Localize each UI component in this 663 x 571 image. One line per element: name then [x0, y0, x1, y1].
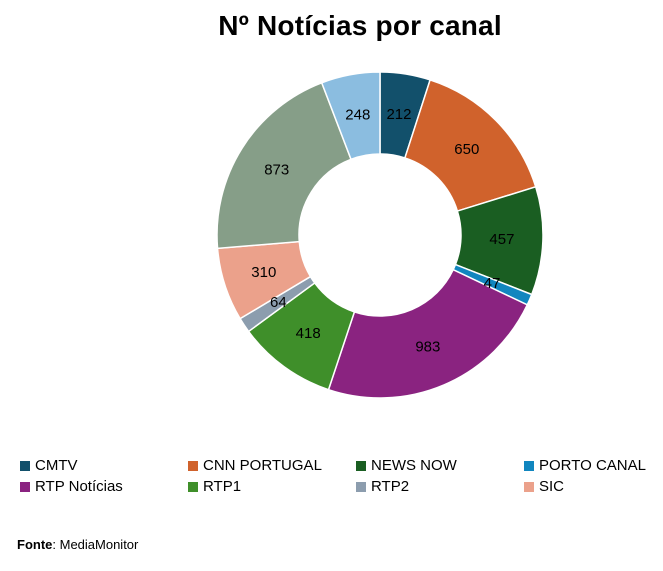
legend-label: NEWS NOW	[371, 457, 457, 474]
data-label-cmtv: 212	[386, 106, 411, 123]
legend-label: SIC	[539, 478, 565, 495]
donut-data-labels: 212 650 457 47 983 418 64 310 873 248	[251, 106, 514, 356]
legend-swatch	[356, 460, 366, 471]
legend-swatch	[20, 460, 30, 471]
legend-swatch	[20, 481, 30, 492]
legend-label: RTP Notícias	[35, 478, 123, 495]
legend-label: CMTV	[35, 457, 78, 474]
legend-swatch	[524, 481, 534, 492]
donut-chart: 212 650 457 47 983 418 64 310 873 248	[216, 71, 544, 399]
legend-swatch	[524, 460, 534, 471]
legend-item-rtp-not-cias: RTP Notícias	[20, 477, 188, 496]
data-label-cnn-portugal: 650	[454, 141, 479, 158]
legend-item-news-now: NEWS NOW	[356, 456, 524, 475]
legend-label: RTP2	[371, 478, 410, 495]
legend-label: RTP1	[203, 478, 242, 495]
data-label-rtp2: 64	[270, 294, 287, 311]
legend-label: CNN PORTUGAL	[203, 457, 322, 474]
data-label-sic-not-cias: 873	[264, 162, 289, 179]
slice-sic-not-cias	[216, 81, 353, 250]
chart-legend: CMTV CNN PORTUGAL NEWS NOW PORTO CANAL RTP N…	[20, 456, 660, 496]
source-value: : MediaMonitor	[52, 537, 139, 552]
legend-item-cmtv: CMTV	[20, 456, 188, 475]
source-note: Fonte: MediaMonitor	[17, 537, 138, 552]
source-label: Fonte	[17, 537, 53, 552]
data-label-sic: 310	[251, 264, 276, 281]
legend-label: PORTO CANAL	[539, 457, 646, 474]
data-label-news-now: 457	[489, 231, 514, 248]
legend-swatch	[356, 481, 366, 492]
legend-item-sic: SIC	[524, 477, 660, 496]
legend-swatch	[188, 460, 198, 471]
data-label-tvi: 248	[345, 107, 370, 124]
slice-tvi	[320, 71, 381, 161]
legend-item-rtp2: RTP2	[356, 477, 524, 496]
data-label-porto-canal: 47	[484, 275, 501, 292]
data-label-rtp1: 418	[296, 325, 321, 342]
legend-item-porto-canal: PORTO CANAL	[524, 456, 660, 475]
legend-item-cnn-portugal: CNN PORTUGAL	[188, 456, 356, 475]
donut-slices	[216, 71, 544, 399]
slice-rtp-not-cias	[327, 268, 529, 399]
data-label-rtp-not-cias: 983	[415, 339, 440, 356]
legend-swatch	[188, 481, 198, 492]
legend-item-rtp1: RTP1	[188, 477, 356, 496]
chart-title: Nº Notícias por canal	[218, 10, 502, 41]
